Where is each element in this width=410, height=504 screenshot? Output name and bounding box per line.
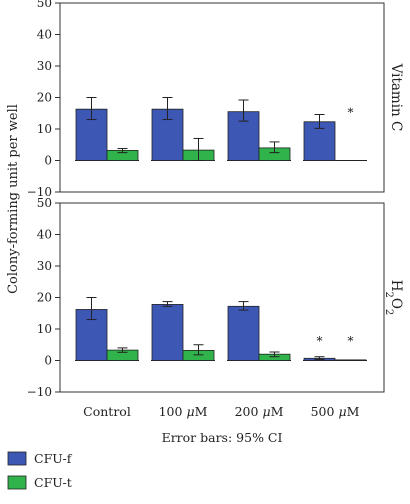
- panel-bottom: −10 0 10 20 30 40 50 * * H2O2: [27, 196, 404, 399]
- bar-cfu-f: [303, 121, 336, 161]
- legend-label-cfu-t: CFU-t: [34, 475, 72, 490]
- y-tick-label: −10: [27, 185, 52, 199]
- legend-swatch-cfu-t: [7, 475, 27, 490]
- y-tick-label: 10: [37, 122, 52, 136]
- bar-cfu-t: [334, 359, 367, 361]
- panel-top: −10 0 10 20 30 40 50 * Vitamin C: [27, 0, 404, 199]
- significance-marker: *: [348, 105, 354, 119]
- y-tick-label: −10: [27, 385, 52, 399]
- y-tick-label: 50: [37, 196, 52, 210]
- y-tick-label: 20: [37, 91, 52, 105]
- y-tick-label: 10: [37, 322, 52, 336]
- legend: CFU-f CFU-t: [7, 451, 73, 490]
- significance-marker: *: [348, 334, 354, 348]
- x-category-label: 100 μM: [159, 404, 208, 419]
- facet-label: H2O2: [384, 280, 405, 316]
- y-tick-label: 40: [37, 228, 52, 242]
- facet-label: Vitamin C: [388, 63, 404, 132]
- significance-marker: *: [317, 334, 323, 348]
- legend-swatch-cfu-f: [7, 451, 27, 466]
- panel-frame: [59, 2, 385, 193]
- y-tick-label: 20: [37, 291, 52, 305]
- legend-label-cfu-f: CFU-f: [34, 451, 73, 466]
- x-axis-note: Error bars: 95% CI: [162, 430, 283, 445]
- bar-cfu-f: [151, 304, 184, 361]
- y-tick-label: 30: [37, 59, 52, 73]
- x-category-label: 500 μM: [311, 404, 360, 419]
- y-axis-label: Colony-forming unit per well: [6, 104, 21, 294]
- y-tick-label: 0: [44, 354, 52, 368]
- y-tick-label: 30: [37, 259, 52, 273]
- x-axis-category-labels: Control 100 μM 200 μM 500 μM: [83, 404, 359, 419]
- chart-panels: −10 0 10 20 30 40 50 * Vitamin C −10 0 10 20 30 40 50 * *…: [27, 0, 404, 399]
- x-category-label: Control: [83, 404, 131, 419]
- y-tick-label: 0: [44, 154, 52, 168]
- panel-frame: [59, 202, 385, 393]
- x-category-label: 200 μM: [235, 404, 284, 419]
- y-tick-label: 40: [37, 28, 52, 42]
- y-tick-label: 50: [37, 0, 52, 10]
- bar-cfu-f: [227, 305, 260, 361]
